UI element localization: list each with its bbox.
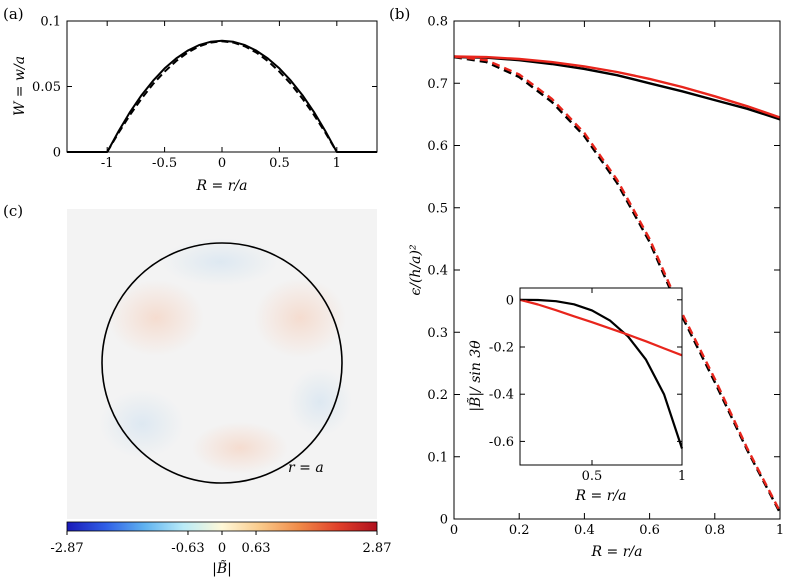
heatmap-tint <box>108 280 204 356</box>
inset-series-solid-red <box>519 298 683 357</box>
heatmap-tint <box>100 390 184 458</box>
heatmap-tint <box>254 278 346 358</box>
panel-b-y-tick-label: 0.6 <box>427 139 448 154</box>
panel-b-y-tick-label: 0 <box>440 513 448 528</box>
heatmap-tint <box>162 238 278 286</box>
panel-b-series-dashed-black <box>453 55 782 514</box>
panel-b-y-tick-label: 0.3 <box>427 326 448 341</box>
panel-b-chart: 0 0.2 0.4 0.6 0.8 100.10.20.30.40.50.60.70.8 … <box>408 15 784 561</box>
circle-label: r = a <box>288 460 324 476</box>
panel-b-series-solid-black <box>453 55 781 121</box>
inset-y-tick-label: -0.6 <box>489 435 514 450</box>
colorbar-tick-label: 0.63 <box>242 541 271 556</box>
inset-x-axis-label: R = r/a <box>575 488 627 504</box>
panel-a-y-tick-label: 0 <box>53 146 61 161</box>
panel-a-y-axis-label: W = w/a <box>12 56 28 116</box>
panel-a-x-tick-label: 0 <box>218 156 226 171</box>
panel-b-x-tick-label: 1 <box>776 523 784 538</box>
domain-circle <box>101 242 343 484</box>
inset-y-tick-label: -0.4 <box>489 388 514 403</box>
panel-b-x-tick-label: 0.8 <box>704 523 725 538</box>
colorbar-tick-label: -2.87 <box>50 541 83 556</box>
colorbar-tick-label: 2.87 <box>363 541 392 556</box>
inset-y-tick-label: 0 <box>506 293 514 308</box>
panel-a-series-dashed-black <box>106 40 338 153</box>
panel-a-x-axis-label: R = r/a <box>196 178 248 194</box>
panel-a-chart: -1 -0.5 0 0.5 1 0 0.05 0.1 R = r/a W = w/a <box>12 15 378 194</box>
panel-b-y-tick-label: 0.5 <box>427 201 448 216</box>
panel-b-y-tick-label: 0.8 <box>427 15 448 30</box>
panel-a-series-solid-black <box>67 39 377 153</box>
panel-b-y-tick-label: 0.7 <box>427 77 448 92</box>
panel-a-x-tick-label: -0.5 <box>152 156 177 171</box>
panel-label-c: (c) <box>3 202 23 220</box>
colorbar-label: |B̃| <box>212 559 232 577</box>
panel-label-b: (b) <box>389 5 410 23</box>
panel-c-heatmap: r = a -2.87 -0.63 0 0.63 2.87 |B̃| <box>50 209 391 577</box>
panel-a-x-tick-label: 0.5 <box>269 156 290 171</box>
colorbar-tick-label: -0.63 <box>171 541 204 556</box>
panel-b-y-tick-label: 0.1 <box>427 450 448 465</box>
panel-b-x-tick-label: 0.6 <box>639 523 660 538</box>
panel-b-x-tick-label: 0.4 <box>574 523 595 538</box>
heatmap-tint <box>288 368 352 436</box>
panel-b-inset: 0.5 1 0 -0.2 -0.4 -0.6 R = r/a |B̃|/ sin 3θ <box>466 287 686 504</box>
inset-series-solid-black <box>519 298 684 449</box>
panel-b-series-dashed-red <box>453 55 782 513</box>
panel-b-x-axis-label: R = r/a <box>591 544 643 560</box>
panel-a-y-tick-label: 0.05 <box>32 80 61 95</box>
inset-y-tick-label: -0.2 <box>489 341 514 356</box>
panel-b-series-solid-red <box>453 55 781 119</box>
panel-b-y-axis-label: ϵ/(h/a)² <box>408 244 424 296</box>
panel-a-x-tick-label: -1 <box>101 156 114 171</box>
panel-b-x-tick-label: 0.2 <box>509 523 530 538</box>
panel-label-a: (a) <box>3 5 24 23</box>
inset-y-axis-label: |B̃|/ sin 3θ <box>466 340 484 412</box>
colorbar-tick-label: 0 <box>218 541 226 556</box>
panel-b-y-tick-label: 0.2 <box>427 388 448 403</box>
heatmap-tint <box>192 422 288 474</box>
inset-x-tick-label: 0.5 <box>582 469 603 484</box>
panel-a-y-tick-label: 0.1 <box>40 15 61 30</box>
panel-b-y-tick-label: 0.4 <box>427 264 448 279</box>
inset-frame <box>519 287 683 466</box>
colorbar <box>66 521 378 532</box>
panel-b-x-tick-label: 0 <box>450 523 458 538</box>
inset-x-tick-label: 1 <box>678 469 686 484</box>
panel-a-x-tick-label: 1 <box>333 156 341 171</box>
